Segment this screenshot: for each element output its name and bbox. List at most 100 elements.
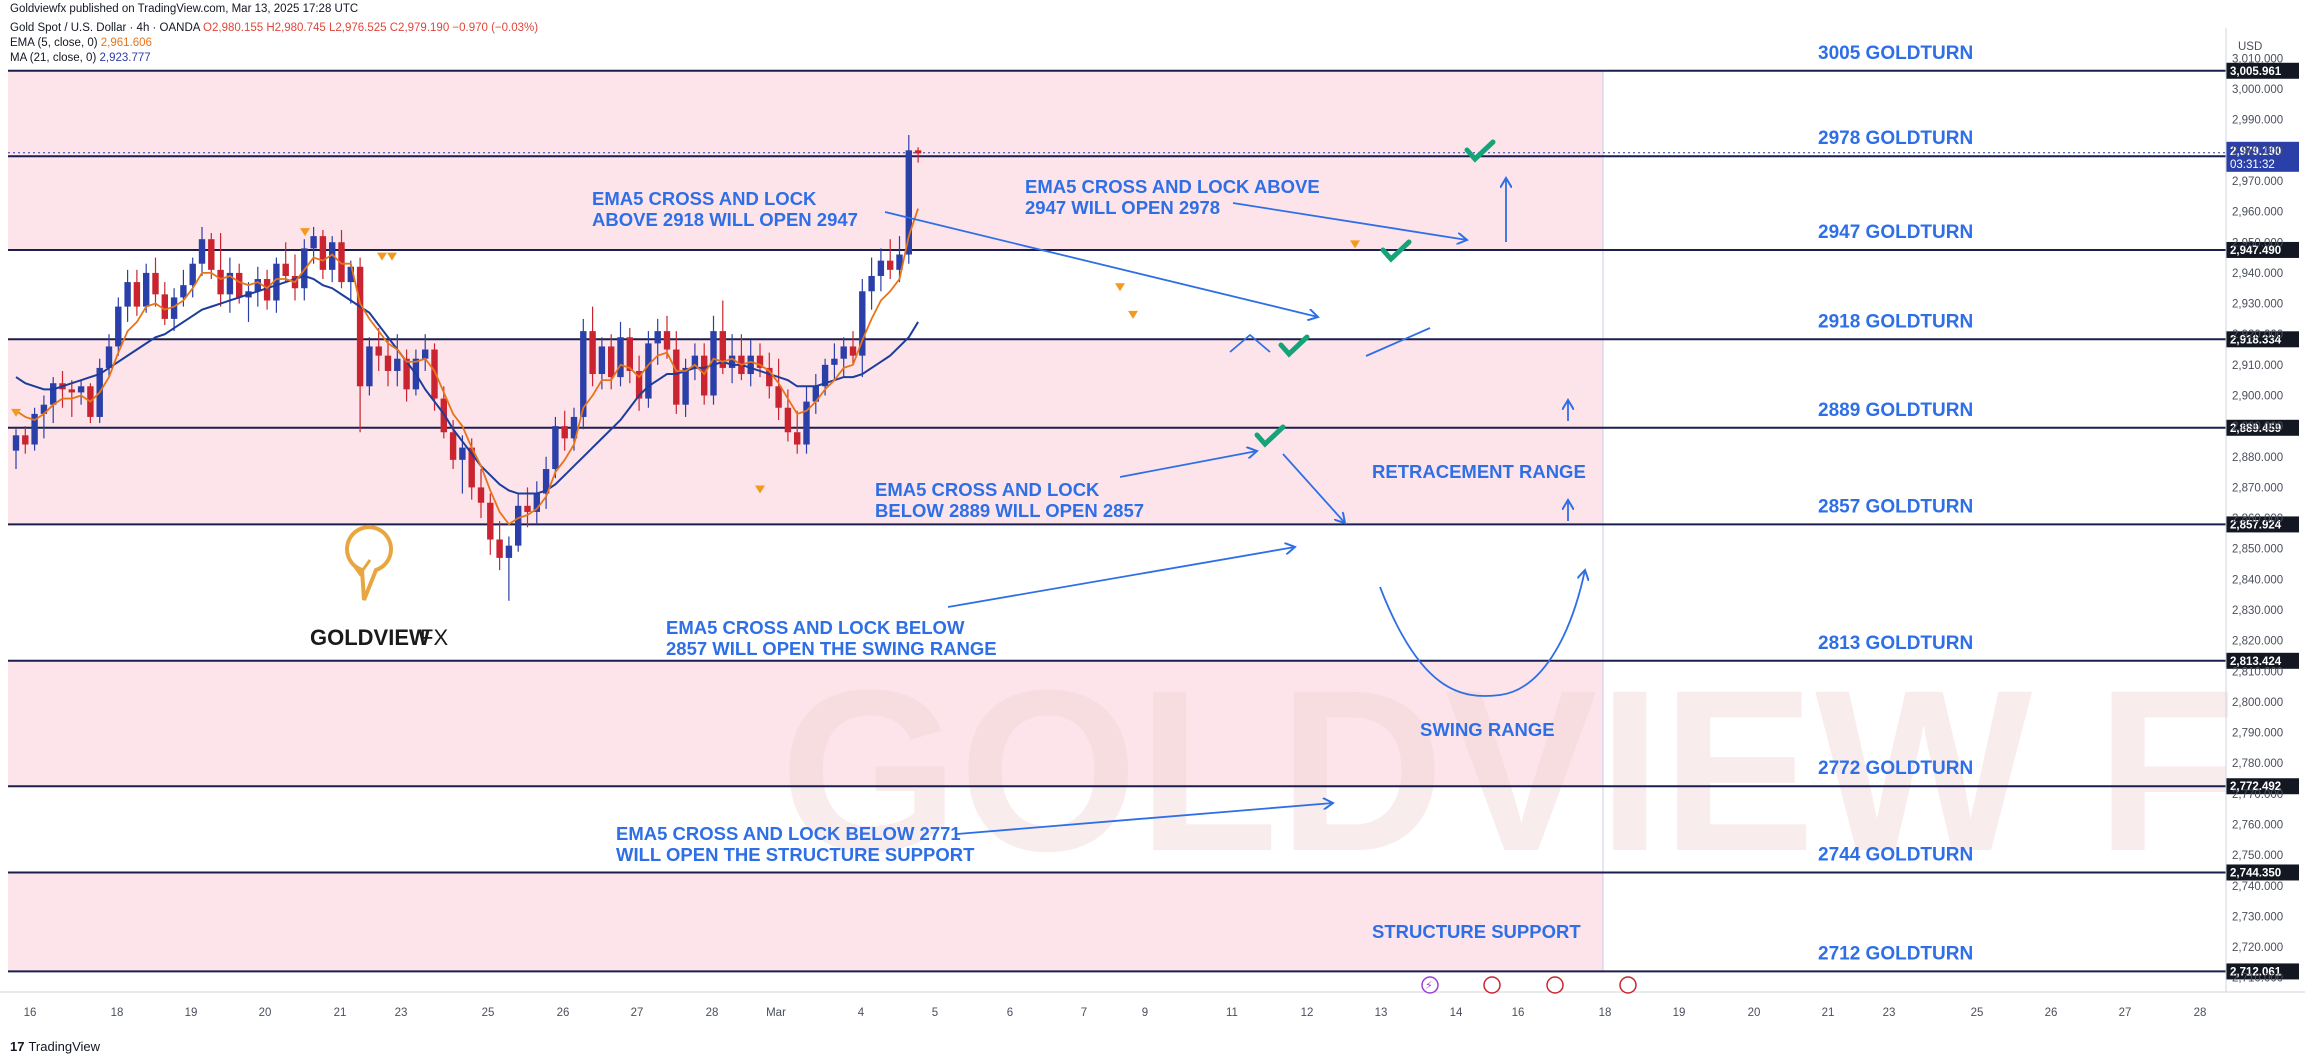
y-tick-label: 2,890.000 [2232,421,2283,433]
annotation-note-0: EMA5 CROSS AND LOCK [592,188,817,209]
price-tag-9: 2,712.061 [2226,963,2299,980]
level-label-4: 2889 GOLDTURN [1818,400,1973,421]
signal-marker-icon [1128,310,1138,319]
candle [645,331,652,408]
x-tick-label: 27 [2119,1007,2132,1019]
candle [831,343,838,381]
x-tick-label: 11 [1226,1007,1238,1019]
y-tick-label: 2,720.000 [2232,942,2283,954]
candle [914,147,922,163]
level-label-2: 2947 GOLDTURN [1818,222,1973,243]
level-label-5: 2857 GOLDTURN [1818,496,1973,517]
goldview-logo: GOLDVIEW FX [310,525,448,650]
candle [896,236,903,283]
y-tick-label: 2,750.000 [2232,850,2283,862]
candle [198,226,206,276]
candle [263,269,271,310]
flash-glyph: ⚡ [1425,979,1433,992]
x-tick-label: 19 [185,1007,198,1019]
candle [422,334,429,371]
check-icon [1464,139,1496,163]
level-label-0: 3005 GOLDTURN [1818,43,1973,64]
y-tick-label: 2,880.000 [2232,452,2283,464]
x-tick-label: 5 [932,1007,938,1019]
x-tick-label: 4 [858,1007,865,1019]
ma-legend[interactable]: MA (21, close, 0) 2,923.777 [10,52,151,64]
y-tick-label: 3,010.000 [2232,53,2283,65]
x-tick-label: 6 [1007,1007,1013,1019]
symbol-text[interactable]: Gold Spot / U.S. Dollar · 4h · OANDA [10,22,200,34]
check-icon [1380,239,1412,263]
candle [561,410,568,451]
candle [22,426,29,454]
zone-label-1: SWING RANGE [1420,719,1555,740]
price-tag-4: 2,889.459 [2226,419,2299,436]
signal-marker-icon [1350,240,1360,249]
x-tick-label: 18 [1599,1007,1612,1019]
candle [877,248,885,292]
y-tick-label: 2,830.000 [2232,605,2283,617]
event-flash-icon[interactable] [1421,976,1439,994]
signal-marker-icon [387,252,397,261]
candle [40,395,48,439]
candle [840,337,847,378]
candle [682,358,689,417]
arrow [884,211,1318,317]
axis-layer: USD 3,010.000 3,000.000 2,990.000 2,980.000… [0,28,2305,1019]
candle [654,318,661,365]
annotation-note-2: BELOW 2889 WILL OPEN 2857 [875,500,1144,521]
arrow [1119,451,1257,478]
candle [356,257,364,433]
svg-text:2,813.424: 2,813.424 [2230,656,2282,668]
x-tick-label: 25 [1971,1007,1984,1019]
candle [673,331,680,414]
candle [105,334,113,378]
watermark-layer: GOLDVIEW F [780,642,2237,899]
ema-legend[interactable]: EMA (5, close, 0) 2,961.606 [10,37,152,49]
y-tick-label: 2,840.000 [2232,574,2283,586]
candle [12,429,20,470]
tradingview-logo-icon: 17 [10,1039,25,1054]
candle [366,337,373,396]
logo-suffix: FX [420,625,448,650]
candle [849,331,857,365]
candle [496,521,503,571]
candle [580,318,587,430]
arrow [956,803,1333,835]
event-us-flag-icon[interactable] [1546,976,1564,994]
y-tick-label: 2,870.000 [2232,482,2283,494]
candle [626,328,633,384]
zones-layer [8,70,1604,972]
annotation-note-0: ABOVE 2918 WILL OPEN 2947 [592,209,858,230]
annotation-note-1: EMA5 CROSS AND LOCK ABOVE [1025,176,1320,197]
level-label-9: 2712 GOLDTURN [1818,943,1973,964]
candle [189,257,196,298]
x-tick-label: 16 [1512,1007,1525,1019]
swing-range-curve [1379,570,1585,697]
ema-legend-label: EMA (5, close, 0) [10,37,98,49]
y-tick-label: 2,810.000 [2232,666,2283,678]
y-tick-label: 2,760.000 [2232,820,2283,832]
candle [31,407,38,451]
signal-marker-icon [377,252,387,261]
y-tick-label: 2,740.000 [2232,881,2283,893]
candle [794,410,801,454]
svg-text:2,889.459: 2,889.459 [2230,423,2281,435]
candle [747,340,754,387]
candle [50,377,57,424]
event-us-flag-icon[interactable] [1619,976,1637,994]
x-tick-label: 9 [1142,1007,1148,1019]
event-us-flag-icon[interactable] [1483,976,1501,994]
candle [384,340,392,387]
candle [403,349,410,402]
currency-label: USD [2238,41,2262,53]
tradingview-footer[interactable]: 17 TradingView [10,1039,100,1054]
x-tick-label: 25 [482,1007,495,1019]
candle [254,266,261,307]
signal-marker-icon [300,228,310,237]
y-tick-label: 2,990.000 [2232,115,2283,127]
y-tick-label: 2,780.000 [2232,758,2283,770]
candle [170,288,178,332]
